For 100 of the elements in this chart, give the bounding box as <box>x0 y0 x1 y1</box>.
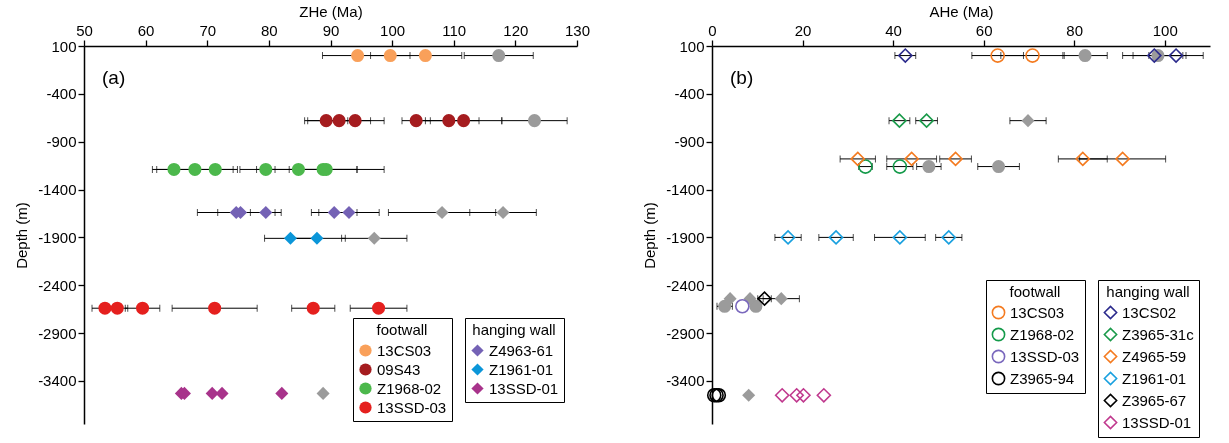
legend-label: Z3965-67 <box>1122 391 1187 409</box>
y-tick-label: 100 <box>679 37 705 55</box>
point <box>291 162 305 176</box>
point <box>372 301 386 315</box>
legend-label: 09S43 <box>377 360 421 378</box>
text: hanging wall <box>1106 283 1190 300</box>
point <box>527 114 541 128</box>
point <box>1115 151 1130 167</box>
point <box>858 159 873 174</box>
point <box>342 205 356 220</box>
point <box>892 230 908 245</box>
x-tick-label: 110 <box>442 21 467 39</box>
x-tick-label: 80 <box>261 21 278 39</box>
legend-label: Z4963-61 <box>489 341 554 359</box>
point <box>1168 48 1184 63</box>
point <box>208 162 222 176</box>
point <box>283 231 297 245</box>
point <box>208 301 222 315</box>
legend-label: Z3965-31c <box>1122 325 1195 343</box>
y-tick-label: -400 <box>674 85 705 103</box>
point <box>774 387 790 403</box>
x-tick-label: 100 <box>1152 21 1178 39</box>
point <box>351 49 365 63</box>
annotation: (b) <box>730 67 754 88</box>
point <box>892 113 907 128</box>
legend-label: 13SSD-03 <box>1010 347 1080 365</box>
x-axis-title: ZHe (Ma) <box>299 2 363 20</box>
y-axis-title: Depth (m) <box>641 202 659 269</box>
point <box>1078 49 1092 63</box>
point <box>742 388 756 402</box>
point <box>110 301 124 315</box>
legend-label: Z1968-02 <box>1010 325 1075 343</box>
x-axis-title: AHe (Ma) <box>929 2 994 20</box>
point <box>188 162 202 176</box>
legend-label: 13SSD-01 <box>1122 413 1192 431</box>
text: footwall <box>376 321 428 338</box>
legend-label: Z3965-94 <box>1010 369 1075 387</box>
point <box>167 162 181 176</box>
y-tick-label: -3400 <box>666 372 705 390</box>
point <box>1021 114 1035 128</box>
point <box>941 230 957 245</box>
point <box>442 114 456 128</box>
point <box>332 114 346 128</box>
point <box>774 292 788 306</box>
y-tick-label: -900 <box>674 133 705 151</box>
point <box>98 301 112 315</box>
legend-label: Z4965-59 <box>1122 347 1187 365</box>
x-tick-label: 100 <box>380 21 406 39</box>
y-tick-label: -1900 <box>666 228 705 246</box>
point <box>492 49 506 63</box>
point <box>435 205 449 220</box>
y-tick-label: -400 <box>46 85 77 103</box>
point <box>796 387 811 403</box>
point <box>780 230 796 245</box>
x-tick-label: 90 <box>322 21 340 39</box>
point <box>904 151 919 167</box>
y-tick-label: -1900 <box>38 228 77 246</box>
point <box>259 205 273 220</box>
legend-label: Z1961-01 <box>1122 369 1187 387</box>
point <box>850 151 866 167</box>
y-tick-label: 100 <box>51 37 77 55</box>
legend-label: 13SSD-01 <box>489 379 559 397</box>
y-tick-label: -900 <box>46 133 77 151</box>
point <box>816 387 832 403</box>
legend-label: 13CS03 <box>377 341 432 359</box>
x-tick-label: 70 <box>199 21 217 39</box>
legend-label: Z1961-01 <box>489 360 554 378</box>
point <box>735 298 750 314</box>
point <box>275 386 289 400</box>
point <box>136 301 150 315</box>
point <box>215 386 229 400</box>
x-tick-label: 40 <box>885 21 902 39</box>
point <box>457 114 471 128</box>
text: footwall <box>1009 283 1061 300</box>
x-tick-label: 120 <box>503 21 529 39</box>
y-tick-label: -1400 <box>666 181 705 199</box>
point <box>898 48 913 63</box>
point <box>757 291 772 306</box>
legend-label: Z1968-02 <box>377 379 442 397</box>
point <box>348 114 362 128</box>
point <box>922 160 936 174</box>
y-tick-label: -2900 <box>666 324 705 342</box>
point <box>327 205 341 220</box>
legend-label: 13SSD-03 <box>377 398 447 416</box>
point <box>316 386 330 400</box>
y-tick-label: -1400 <box>38 181 77 199</box>
legend-label: 13CS03 <box>1010 303 1065 321</box>
point <box>723 292 737 306</box>
point <box>789 387 804 403</box>
x-tick-label: 0 <box>708 21 717 39</box>
point <box>828 230 844 245</box>
y-axis-title: Depth (m) <box>13 202 31 269</box>
point <box>919 113 934 128</box>
x-tick-label: 130 <box>564 21 591 39</box>
x-tick-label: 60 <box>137 21 155 39</box>
point <box>992 160 1006 174</box>
point <box>205 386 219 400</box>
point <box>383 49 397 63</box>
point <box>306 301 320 315</box>
point <box>749 299 763 313</box>
